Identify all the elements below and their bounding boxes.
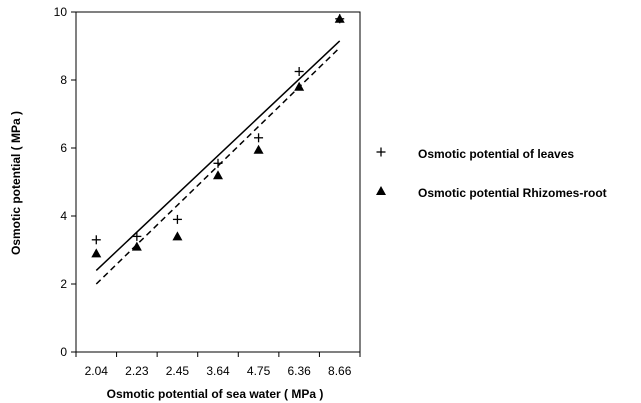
point-rhizomes bbox=[253, 144, 264, 154]
point-leaves bbox=[172, 214, 182, 224]
plot-border bbox=[75, 11, 361, 353]
x-axis-title: Osmotic potential of sea water ( MPa ) bbox=[107, 387, 324, 401]
point-leaves bbox=[91, 235, 101, 245]
x-tick-label: 3.64 bbox=[206, 364, 230, 378]
x-tick-label: 8.66 bbox=[328, 364, 352, 378]
y-tick-label: 2 bbox=[60, 277, 67, 291]
x-axis: 2.04 2.23 2.45 3.64 4.75 6.36 8.66 bbox=[75, 352, 361, 378]
x-tick-label: 2.04 bbox=[85, 364, 109, 378]
point-rhizomes bbox=[172, 231, 183, 241]
x-tick-label: 2.45 bbox=[166, 364, 190, 378]
y-tick-label: 8 bbox=[60, 73, 67, 87]
y-tick-label: 0 bbox=[60, 345, 67, 359]
point-leaves bbox=[294, 67, 304, 76]
y-tick-label: 4 bbox=[60, 209, 67, 223]
point-rhizomes bbox=[131, 241, 142, 251]
point-rhizomes bbox=[334, 13, 345, 23]
y-tick-label: 6 bbox=[60, 141, 67, 155]
point-rhizomes bbox=[91, 248, 102, 258]
point-rhizomes bbox=[213, 170, 223, 180]
y-axis: 0 2 4 6 8 10 bbox=[54, 5, 76, 359]
plot-frame bbox=[75, 11, 361, 353]
point-leaves bbox=[254, 133, 264, 143]
legend-marker-rhizomes bbox=[376, 186, 386, 195]
y-tick-label: 10 bbox=[54, 5, 68, 19]
legend: Osmotic potential of leaves Osmotic pote… bbox=[376, 147, 607, 200]
point-leaves bbox=[213, 158, 223, 168]
legend-marker-leaves bbox=[376, 147, 386, 157]
legend-label-leaves: Osmotic potential of leaves bbox=[418, 147, 574, 161]
x-tick-label: 6.36 bbox=[287, 364, 311, 378]
x-tick-label: 4.75 bbox=[247, 364, 271, 378]
legend-label-rhizomes: Osmotic potential Rhizomes-root bbox=[418, 186, 607, 200]
data-points bbox=[91, 13, 345, 258]
point-leaves bbox=[132, 231, 142, 241]
point-rhizomes bbox=[294, 81, 305, 91]
y-axis-title: Osmotic potential ( MPa ) bbox=[9, 111, 23, 255]
x-tick-label: 2.23 bbox=[125, 364, 149, 378]
